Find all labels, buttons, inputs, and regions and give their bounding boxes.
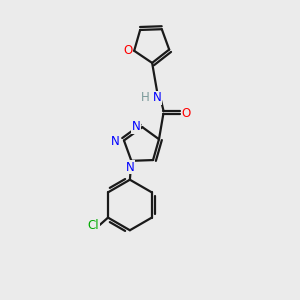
Text: N: N	[111, 135, 120, 148]
Text: O: O	[182, 107, 191, 120]
Text: H: H	[141, 92, 149, 104]
Text: N: N	[153, 92, 162, 104]
Text: N: N	[125, 161, 134, 174]
Text: N: N	[131, 120, 140, 133]
Text: O: O	[123, 44, 132, 57]
Text: Cl: Cl	[88, 218, 100, 232]
